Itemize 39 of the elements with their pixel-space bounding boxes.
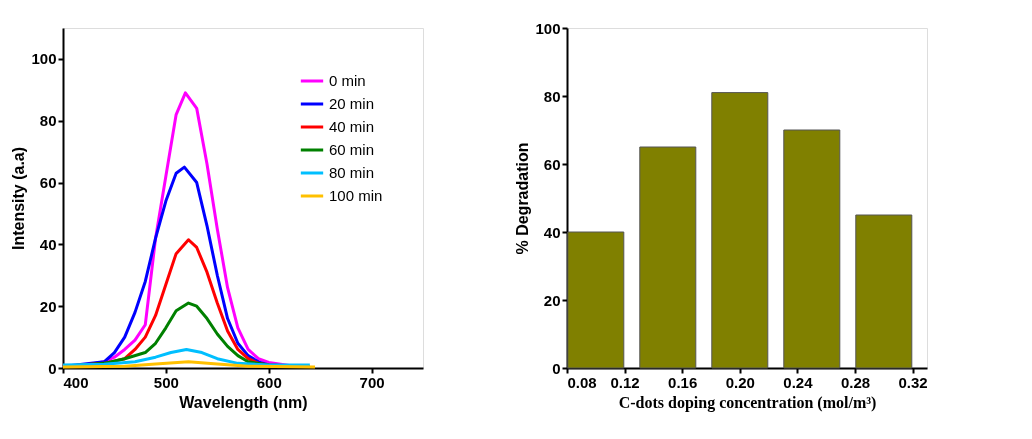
y-tick-label: 80 <box>39 112 57 130</box>
line-series <box>61 347 312 367</box>
x-tick-label: 0.28 <box>840 373 871 391</box>
bar <box>711 92 769 369</box>
y-tick-label: 60 <box>39 174 57 192</box>
x-axis-title: C-dots doping concentration (mol/m³) <box>618 393 877 412</box>
x-tick-label: 0.20 <box>725 373 755 391</box>
x-tick-label: 0.12 <box>610 373 640 391</box>
y-tick-label: 80 <box>543 87 561 105</box>
legend-label: 80 min <box>329 164 375 181</box>
y-tick-label: 40 <box>543 223 561 241</box>
y-axis-title: Intensity (a.a) <box>10 146 28 251</box>
y-tick-label: 60 <box>543 155 561 173</box>
x-tick-label: 700 <box>359 373 385 391</box>
legend-label: 0 min <box>329 72 366 89</box>
bar <box>783 129 841 369</box>
y-tick-label: 20 <box>543 291 561 309</box>
x-tick-label: 600 <box>256 373 282 391</box>
legend-label: 100 min <box>329 187 383 204</box>
y-tick-label: 100 <box>535 19 561 37</box>
x-tick-label: 0.16 <box>668 373 698 391</box>
y-tick-label: 20 <box>39 297 57 315</box>
x-tick-label: 500 <box>153 373 179 391</box>
y-tick-label: 0 <box>552 359 561 377</box>
y-axis-title: % Degradation <box>514 142 532 255</box>
bar <box>855 214 913 369</box>
bar <box>639 146 697 369</box>
x-tick-label: 0.24 <box>783 373 814 391</box>
legend-label: 60 min <box>329 141 375 158</box>
x-axis-title: Wavelength (nm) <box>179 393 308 411</box>
legend-label: 40 min <box>329 118 375 135</box>
legend-label: 20 min <box>329 95 375 112</box>
x-tick-label: 0.08 <box>567 373 597 391</box>
y-tick-label: 100 <box>31 50 57 68</box>
bar <box>567 231 625 369</box>
x-tick-label: 400 <box>63 373 89 391</box>
x-tick-label: 0.32 <box>898 373 928 391</box>
y-tick-label: 0 <box>48 359 57 377</box>
y-tick-label: 40 <box>39 235 57 253</box>
